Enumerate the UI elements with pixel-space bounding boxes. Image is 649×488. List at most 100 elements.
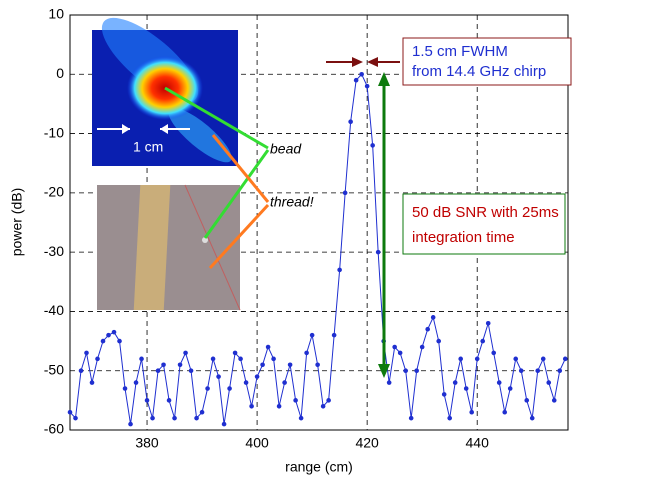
data-point — [397, 350, 403, 356]
annotation: 1 cm — [133, 139, 163, 155]
data-point — [144, 398, 150, 403]
data-point — [133, 380, 139, 385]
x-tick-label: 440 — [466, 435, 490, 451]
x-tick-label: 400 — [245, 435, 269, 451]
data-point — [414, 368, 419, 374]
data-point — [562, 356, 568, 362]
data-point — [293, 398, 298, 403]
data-point — [128, 421, 133, 427]
data-point — [100, 338, 106, 344]
data-point — [359, 71, 364, 77]
data-point — [249, 403, 254, 409]
data-point — [238, 356, 243, 362]
data-point — [480, 338, 486, 344]
annotation: 50 dB SNR with 25ms — [412, 204, 559, 221]
y-axis-label: power (dB) — [9, 188, 25, 256]
y-tick-label: -10 — [44, 124, 64, 140]
data-point — [447, 415, 452, 421]
y-tick-label: -40 — [44, 302, 64, 318]
data-point — [348, 119, 353, 125]
data-point — [507, 386, 513, 391]
data-point — [122, 386, 128, 391]
data-point — [315, 362, 320, 368]
data-point — [557, 368, 563, 374]
x-tick-label: 380 — [135, 435, 159, 451]
y-tick-label: 10 — [48, 6, 64, 22]
data-point — [430, 315, 436, 320]
annotation-lines — [164, 57, 400, 378]
data-point — [155, 368, 161, 374]
inset-photo — [97, 184, 241, 311]
data-point — [95, 356, 100, 362]
annotation: from 14.4 GHz chirp — [412, 63, 546, 80]
data-point — [227, 386, 232, 391]
data-point — [551, 398, 557, 403]
data-point — [529, 415, 535, 421]
data-point — [150, 415, 155, 421]
data-point — [210, 356, 216, 362]
y-tick-label: -60 — [44, 421, 64, 437]
y-tick-label: -30 — [44, 243, 64, 259]
data-point — [469, 409, 475, 415]
data-point — [518, 368, 524, 374]
data-point — [73, 415, 78, 421]
data-point — [331, 332, 337, 338]
data-point — [496, 380, 502, 385]
data-point — [265, 344, 271, 350]
data-point — [337, 267, 342, 273]
data-point — [199, 409, 205, 415]
data-point — [271, 356, 276, 362]
data-point — [386, 380, 392, 385]
data-point — [111, 329, 117, 335]
data-point — [320, 403, 326, 409]
data-point — [436, 338, 441, 344]
data-point — [232, 350, 238, 356]
data-point — [67, 409, 73, 415]
data-point — [375, 249, 381, 255]
annotation: 1.5 cm FWHM — [412, 43, 508, 60]
data-point — [117, 338, 122, 344]
data-point — [183, 350, 188, 356]
annotation: bead — [270, 141, 302, 157]
data-point — [342, 190, 348, 196]
data-point — [276, 403, 282, 409]
data-point — [287, 362, 293, 368]
data-point — [546, 380, 552, 385]
x-tick-label: 420 — [355, 435, 379, 451]
annotation: thread! — [270, 194, 314, 210]
data-point — [441, 392, 447, 397]
data-point — [282, 380, 287, 385]
data-point — [403, 368, 408, 374]
data-point — [502, 409, 508, 415]
y-tick-label: -20 — [44, 184, 64, 200]
data-point — [243, 380, 249, 385]
y-tick-label: 0 — [56, 65, 64, 81]
data-point — [84, 350, 89, 356]
data-point — [221, 421, 227, 427]
data-point — [161, 362, 166, 368]
annotation-box — [402, 193, 566, 255]
data-point — [298, 415, 304, 421]
data-point — [89, 380, 95, 385]
data-point — [452, 380, 458, 385]
data-point — [535, 368, 541, 374]
data-point — [425, 326, 430, 332]
data-point — [194, 415, 199, 421]
data-point — [370, 143, 375, 148]
data-point — [474, 356, 480, 362]
data-point — [309, 332, 315, 338]
data-point — [540, 356, 546, 362]
data-point — [172, 415, 177, 421]
data-point — [458, 356, 463, 362]
data-point — [463, 386, 469, 391]
data-point — [139, 356, 144, 362]
y-tick-label: -50 — [44, 361, 64, 377]
data-point — [419, 344, 425, 350]
data-point — [188, 368, 194, 374]
data-point — [364, 83, 370, 89]
data-point — [408, 415, 414, 421]
data-point — [326, 398, 331, 403]
annotation-box — [402, 37, 572, 86]
data-point — [205, 386, 210, 391]
